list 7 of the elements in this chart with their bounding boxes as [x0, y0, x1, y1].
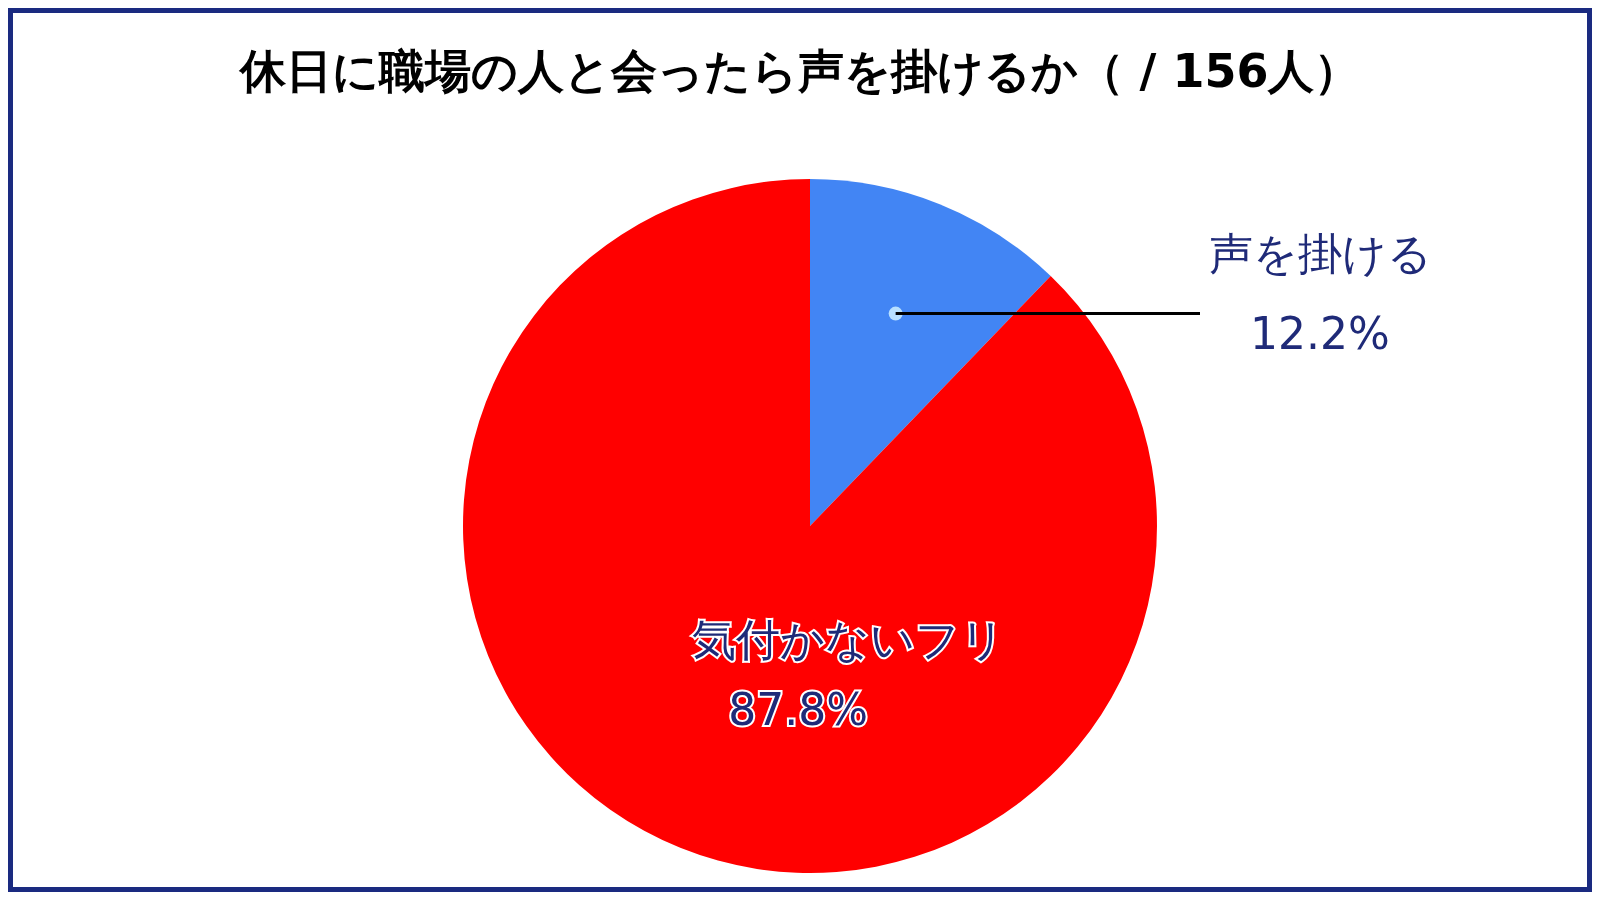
chart-title: 休日に職場の人と会ったら声を掛けるか（ / 156人）	[238, 43, 1362, 100]
data-label: 12.2%	[1250, 307, 1390, 359]
data-label: 87.8%	[728, 683, 868, 735]
pie-slice	[810, 179, 1051, 526]
slice-label: 気付かないフリ	[691, 613, 1005, 665]
pie-slice	[463, 179, 1157, 873]
slice-label: 声を掛ける	[1208, 227, 1432, 279]
